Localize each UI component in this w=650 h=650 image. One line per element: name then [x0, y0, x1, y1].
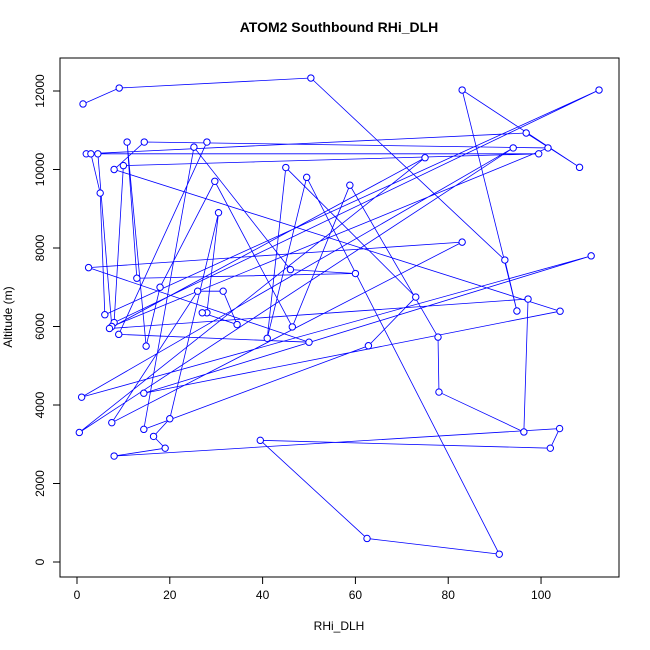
point: [509, 144, 517, 152]
point: [166, 415, 174, 423]
point: [161, 444, 169, 452]
point: [219, 287, 227, 295]
point: [119, 161, 128, 170]
point: [79, 100, 87, 108]
point: [203, 138, 211, 146]
point: [193, 287, 202, 295]
y-tick-label: 6000: [33, 313, 47, 340]
point: [363, 534, 371, 543]
point: [133, 274, 141, 282]
x-tick-label: 100: [531, 588, 551, 602]
x-tick-label: 0: [74, 588, 81, 602]
point: [522, 129, 530, 137]
point: [544, 144, 552, 152]
point: [587, 252, 595, 260]
point: [77, 393, 86, 401]
point: [140, 389, 148, 397]
y-axis-label: Altitude (m): [1, 286, 15, 347]
point: [288, 323, 297, 331]
point: [555, 424, 564, 433]
point: [535, 150, 543, 158]
point: [149, 432, 158, 441]
point: [513, 307, 521, 315]
point: [364, 342, 373, 350]
point: [87, 150, 95, 158]
y-tick-label: 12000: [33, 74, 47, 108]
point: [520, 428, 528, 436]
point: [156, 283, 164, 291]
point: [434, 333, 442, 341]
point: [211, 177, 219, 185]
point: [142, 342, 150, 350]
x-axis-label: RHi_DLH: [314, 619, 365, 633]
point: [140, 138, 148, 146]
point: [421, 154, 429, 162]
chart-title: ATOM2 Southbound RHi_DLH: [240, 19, 439, 35]
y-tick-label: 0: [33, 558, 47, 565]
point: [105, 324, 114, 333]
point: [575, 163, 584, 172]
x-tick-label: 60: [349, 588, 363, 602]
point: [198, 309, 206, 317]
point: [140, 425, 148, 434]
point: [305, 338, 313, 346]
point: [458, 86, 466, 94]
point: [346, 181, 354, 189]
point: [307, 74, 315, 82]
series-line: [79, 77, 600, 555]
point: [75, 428, 84, 437]
point: [115, 84, 123, 92]
point: [115, 330, 123, 339]
point: [108, 418, 116, 427]
point: [263, 334, 271, 342]
point: [412, 293, 420, 301]
point: [101, 311, 109, 319]
point: [302, 173, 311, 182]
x-tick-label: 40: [256, 588, 270, 602]
point: [110, 452, 118, 460]
y-tick-label: 8000: [33, 234, 47, 261]
point: [256, 436, 264, 445]
point: [556, 307, 564, 315]
point: [546, 444, 555, 452]
point: [282, 163, 290, 172]
point: [435, 388, 443, 396]
point: [286, 265, 295, 274]
point: [214, 208, 223, 217]
y-tick-label: 2000: [33, 470, 47, 497]
point: [84, 263, 93, 272]
point: [233, 320, 241, 329]
point: [123, 138, 131, 146]
point: [595, 86, 603, 94]
x-tick-label: 80: [442, 588, 456, 602]
y-tick-label: 4000: [33, 391, 47, 418]
point: [351, 269, 360, 278]
point: [94, 150, 102, 158]
point: [190, 143, 198, 151]
y-tick-label: 10000: [33, 153, 47, 187]
point: [96, 189, 104, 197]
point: [495, 550, 503, 558]
point: [501, 256, 509, 264]
point: [524, 295, 532, 303]
x-tick-label: 20: [163, 588, 177, 602]
point: [110, 165, 118, 174]
point: [458, 238, 466, 246]
